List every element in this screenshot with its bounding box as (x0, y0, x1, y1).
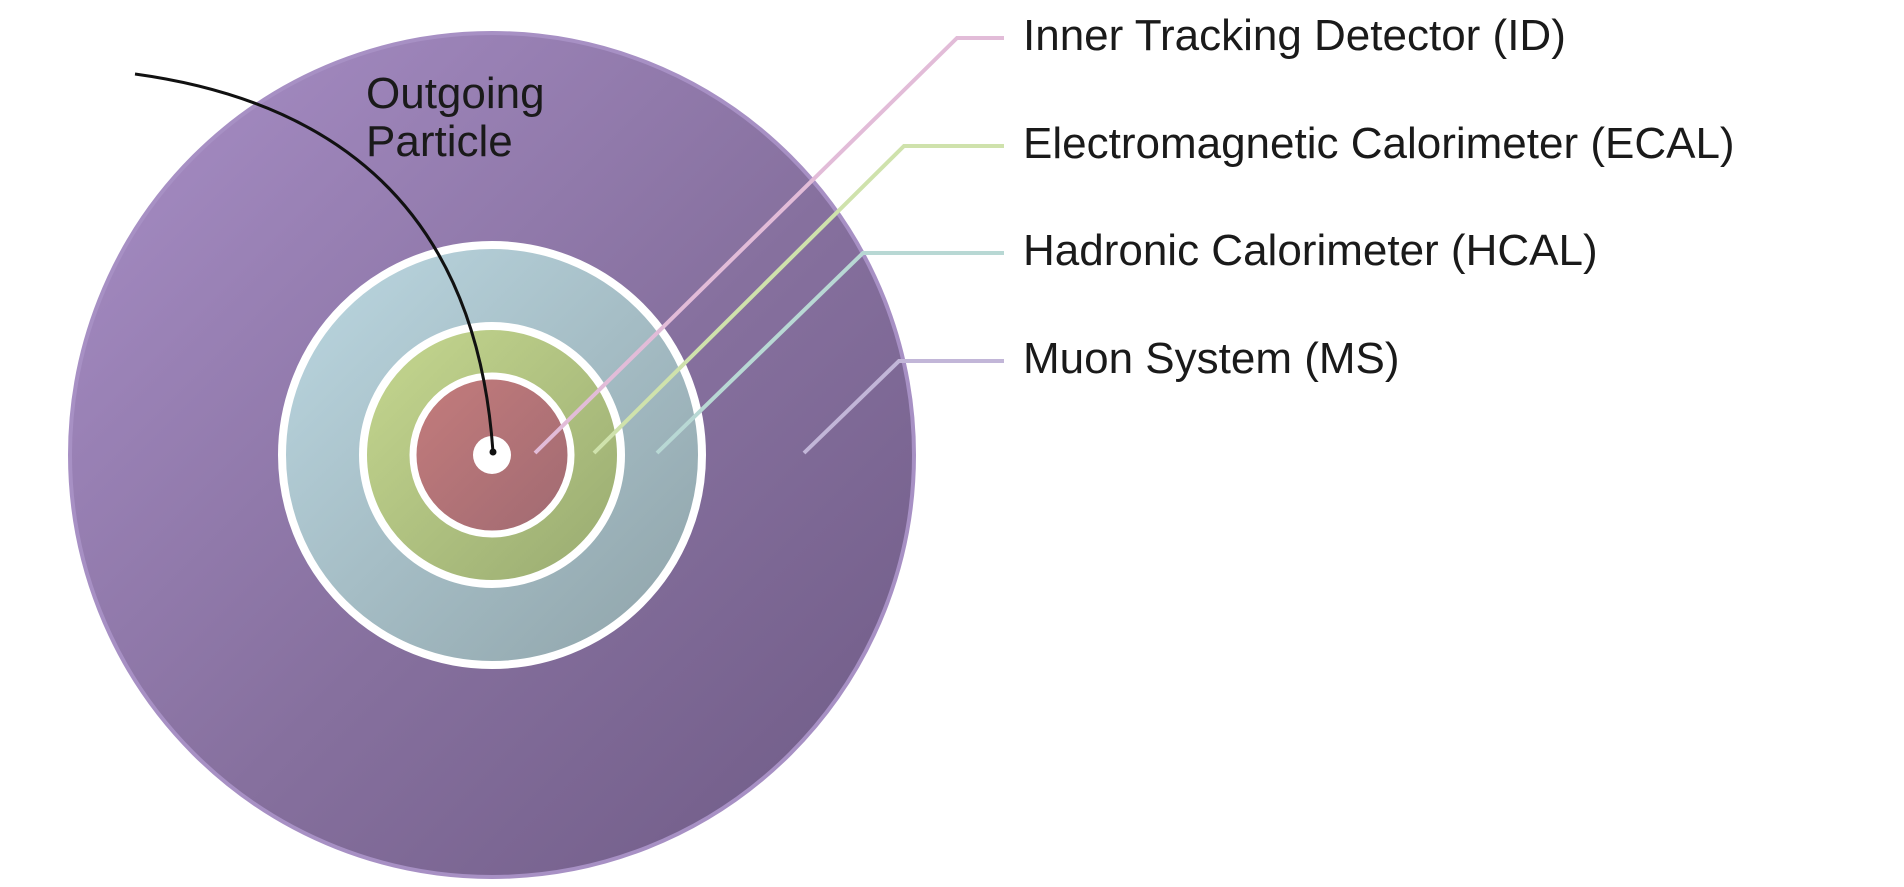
label-inner-tracking-detector: Inner Tracking Detector (ID) (1023, 11, 1566, 60)
particle-label-line1: Outgoing (366, 69, 545, 118)
label-hadronic-calorimeter: Hadronic Calorimeter (HCAL) (1023, 226, 1598, 275)
particle-track-end (489, 448, 497, 456)
leader-line-hcal (655, 251, 1004, 455)
label-electromagnetic-calorimeter: Electromagnetic Calorimeter (ECAL) (1023, 119, 1735, 168)
particle-track (134, 72, 495, 453)
label-muon-system: Muon System (MS) (1023, 334, 1400, 383)
particle-label-line2: Particle (366, 117, 513, 166)
leader-line-ms (802, 359, 1004, 455)
leader-line-ecal (592, 144, 1004, 455)
leader-line-id (533, 36, 1004, 455)
